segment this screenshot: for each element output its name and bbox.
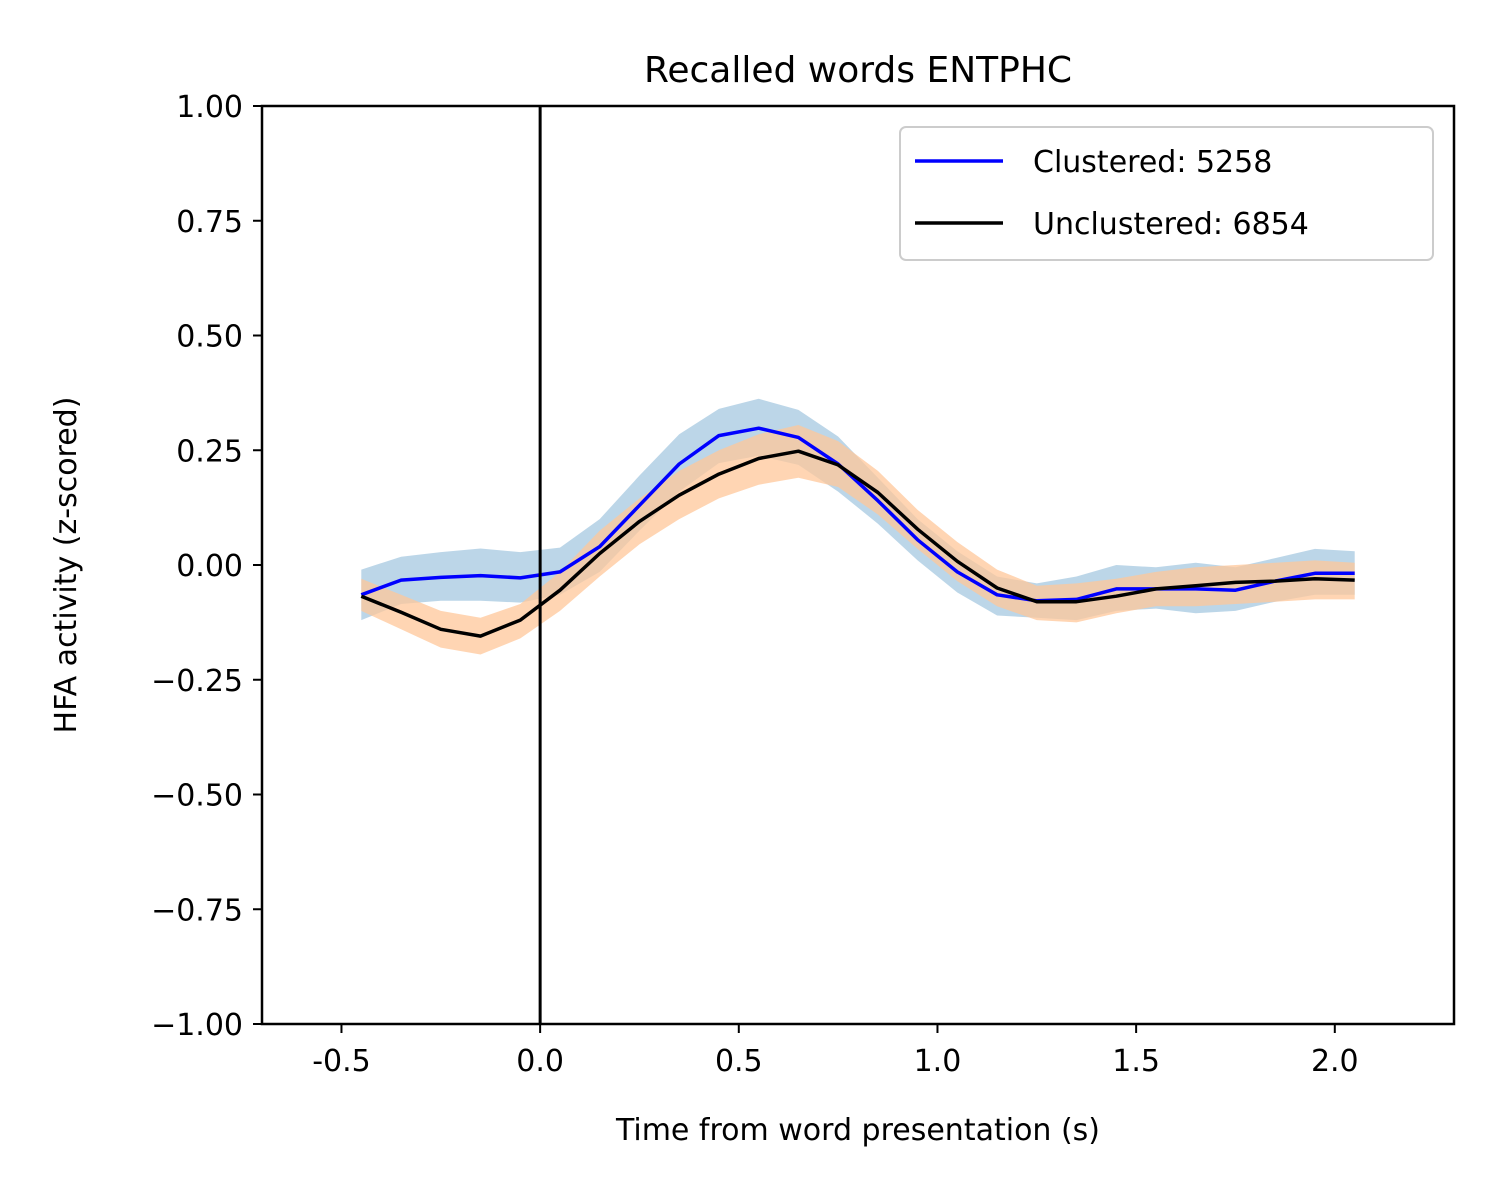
x-axis-label: Time from word presentation (s) (615, 1113, 1100, 1148)
y-tick-label: 0.75 (176, 205, 243, 240)
x-tick-label: -0.5 (312, 1044, 371, 1079)
x-tick-label: 0.0 (516, 1044, 564, 1079)
y-tick-label: −0.50 (151, 779, 243, 814)
y-axis-label: HFA activity (z-scored) (49, 397, 84, 734)
line-clustered (360, 426, 1355, 603)
y-tick-label: 1.00 (176, 90, 243, 125)
x-tick-label: 2.0 (1311, 1044, 1359, 1079)
legend-label-clustered: Clustered: 5258 (1033, 145, 1272, 180)
y-tick-label: 0.50 (176, 320, 243, 355)
legend-box (899, 126, 1434, 261)
line-unclustered (360, 449, 1355, 638)
y-tick-label: −0.25 (151, 664, 243, 699)
y-tick-label: 0.00 (176, 549, 243, 584)
y-tick-label: −1.00 (151, 1008, 243, 1043)
chart-title: Recalled words ENTPHC (644, 50, 1072, 91)
legend: Clustered: 5258 Unclustered: 6854 (899, 126, 1434, 261)
x-tick-label: 1.5 (1112, 1044, 1160, 1079)
series-lines (360, 426, 1355, 638)
x-tick-label: 1.0 (914, 1044, 962, 1079)
y-tick-label: 0.25 (176, 434, 243, 469)
legend-label-unclustered: Unclustered: 6854 (1033, 207, 1309, 242)
y-axis-ticks: 1.00 0.75 0.50 0.25 0.00 −0.25 −0.50 −0.75 −1.00 (151, 90, 262, 1043)
y-tick-label: −0.75 (151, 893, 243, 928)
x-axis-ticks: -0.5 0.0 0.5 1.0 1.5 2.0 (312, 1024, 1359, 1079)
x-tick-label: 0.5 (715, 1044, 763, 1079)
